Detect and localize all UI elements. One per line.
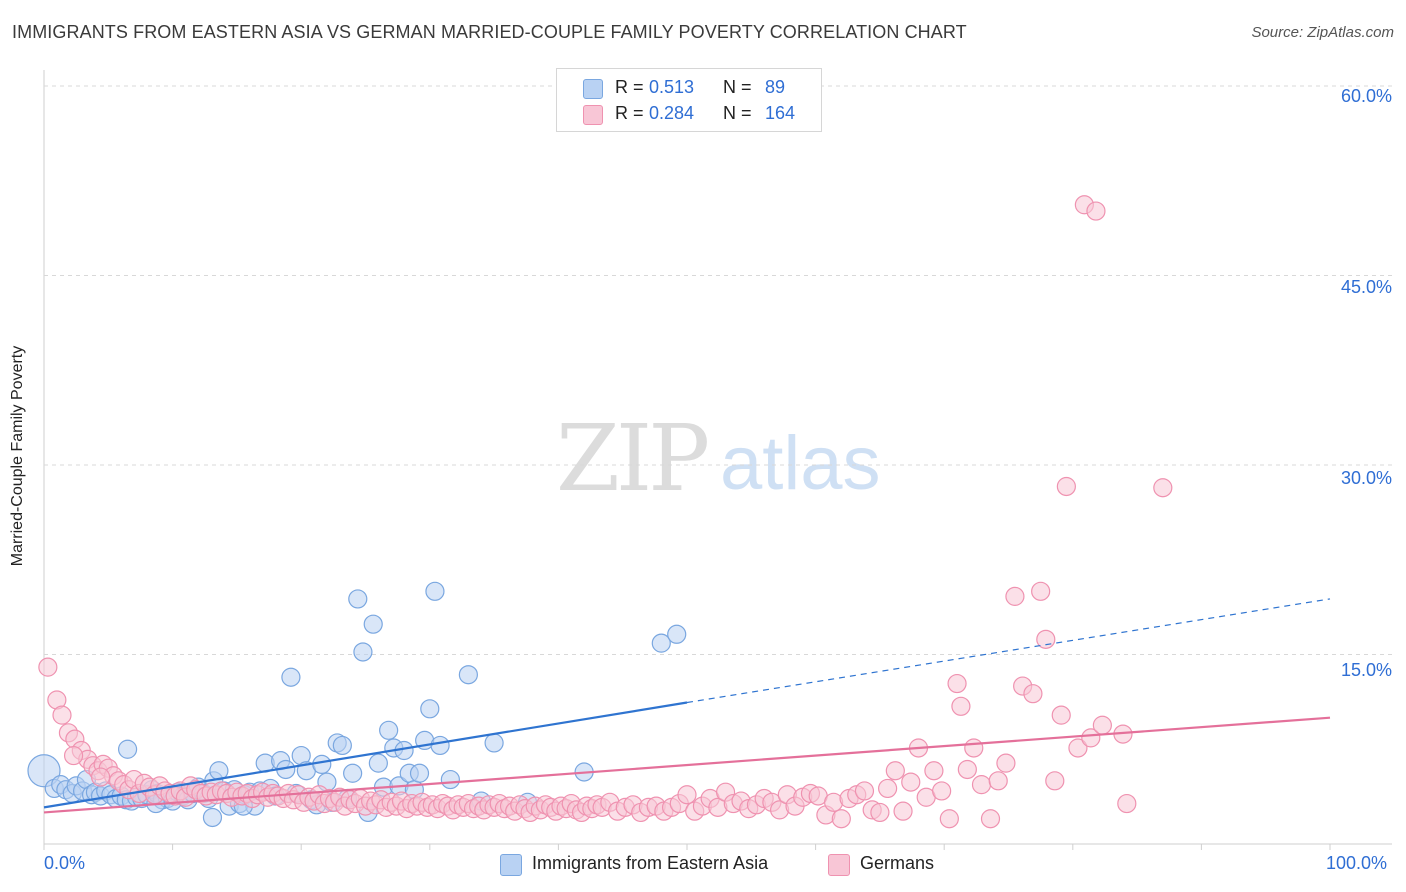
point-germans <box>988 771 1008 791</box>
point-germans <box>964 738 984 758</box>
point-eastern-asia <box>368 753 388 773</box>
point-germans <box>1153 478 1173 498</box>
point-eastern-asia <box>430 735 450 756</box>
point-germans <box>1086 201 1106 221</box>
legend-n-value: 89 <box>765 77 786 97</box>
point-germans <box>996 753 1016 773</box>
legend-swatch-blue <box>500 854 522 876</box>
point-germans <box>854 781 875 801</box>
point-eastern-asia <box>420 699 440 719</box>
point-eastern-asia <box>440 769 460 790</box>
point-germans <box>1081 728 1101 748</box>
legend-n-value: 164 <box>765 103 796 123</box>
point-germans <box>885 761 905 781</box>
point-germans <box>951 696 971 716</box>
point-germans <box>1023 684 1043 704</box>
point-eastern-asia <box>281 667 301 687</box>
point-germans <box>1056 476 1076 497</box>
x-tick-right: 100.0% <box>1326 853 1388 873</box>
point-eastern-asia <box>117 739 138 759</box>
point-eastern-asia <box>27 754 61 788</box>
point-eastern-asia <box>343 763 363 783</box>
point-germans <box>980 809 1001 829</box>
trend-line-germans <box>43 716 1331 814</box>
legend-swatch-pink <box>828 854 850 876</box>
point-germans <box>947 673 967 694</box>
legend-row-eastern-asia: R = 0.513 N = 89 <box>557 75 821 101</box>
point-germans <box>924 761 944 781</box>
point-eastern-asia <box>667 624 687 644</box>
legend-swatch-pink <box>583 105 603 125</box>
legend-r-label: R = <box>615 103 644 123</box>
y-tick-30: 30.0% <box>1340 468 1392 488</box>
point-germans <box>38 657 58 677</box>
point-germans <box>939 809 959 829</box>
point-eastern-asia <box>363 614 383 634</box>
point-germans <box>1005 586 1025 606</box>
point-eastern-asia <box>484 733 504 753</box>
point-germans <box>1031 581 1051 601</box>
legend-row-germans: R = 0.284 N = 164 <box>557 101 821 127</box>
point-germans <box>52 705 72 725</box>
y-tick-15: 15.0% <box>1340 660 1392 680</box>
point-germans <box>90 767 111 787</box>
legend-r-value: 0.284 <box>649 103 695 123</box>
point-eastern-asia <box>353 642 373 662</box>
point-germans <box>1051 705 1071 725</box>
point-germans <box>677 785 697 805</box>
point-germans <box>63 745 84 766</box>
trend-line-extrapolated <box>686 598 1331 704</box>
y-tick-60: 60.0% <box>1340 86 1392 106</box>
legend-n-label: N = <box>723 77 752 97</box>
point-germans <box>971 775 992 795</box>
point-eastern-asia <box>651 633 671 653</box>
correlation-legend: R = 0.513 N = 89 R = 0.284 N = 164 <box>556 68 822 132</box>
point-germans <box>893 801 913 821</box>
y-axis-label: Married-Couple Family Poverty <box>9 345 26 567</box>
source-label: Source: ZipAtlas.com <box>1251 24 1394 41</box>
legend-r-label: R = <box>615 77 644 97</box>
trend-line-eastern-asia <box>43 701 688 809</box>
legend-r-value: 0.513 <box>649 77 695 97</box>
point-germans <box>932 781 952 801</box>
legend-label: Immigrants from Eastern Asia <box>532 853 769 873</box>
point-germans <box>957 759 977 780</box>
point-eastern-asia <box>425 581 445 601</box>
x-tick-left: 0.0% <box>44 853 86 873</box>
y-tick-45: 45.0% <box>1340 277 1392 297</box>
watermark-atlas: atlas <box>720 421 881 506</box>
point-eastern-asia <box>409 763 430 783</box>
legend-swatch-blue <box>583 79 603 99</box>
point-eastern-asia <box>458 665 478 685</box>
point-germans <box>1068 738 1088 758</box>
point-germans <box>1092 715 1112 735</box>
point-germans <box>878 778 898 799</box>
point-eastern-asia <box>312 754 332 775</box>
point-eastern-asia <box>348 589 368 609</box>
chart-title: IMMIGRANTS FROM EASTERN ASIA VS GERMAN M… <box>12 22 967 42</box>
point-germans <box>901 772 921 792</box>
watermark-zip: ZIP <box>556 405 710 512</box>
legend-n-label: N = <box>723 103 752 123</box>
point-eastern-asia <box>379 720 399 740</box>
legend-label: Germans <box>860 853 935 873</box>
point-germans <box>1117 793 1137 814</box>
point-germans <box>1045 771 1065 791</box>
series-legend: Immigrants from Eastern Asia Germans <box>0 852 1406 878</box>
point-eastern-asia <box>332 735 352 756</box>
point-germans <box>831 809 851 829</box>
point-eastern-asia <box>202 807 223 828</box>
point-germans <box>870 802 890 823</box>
